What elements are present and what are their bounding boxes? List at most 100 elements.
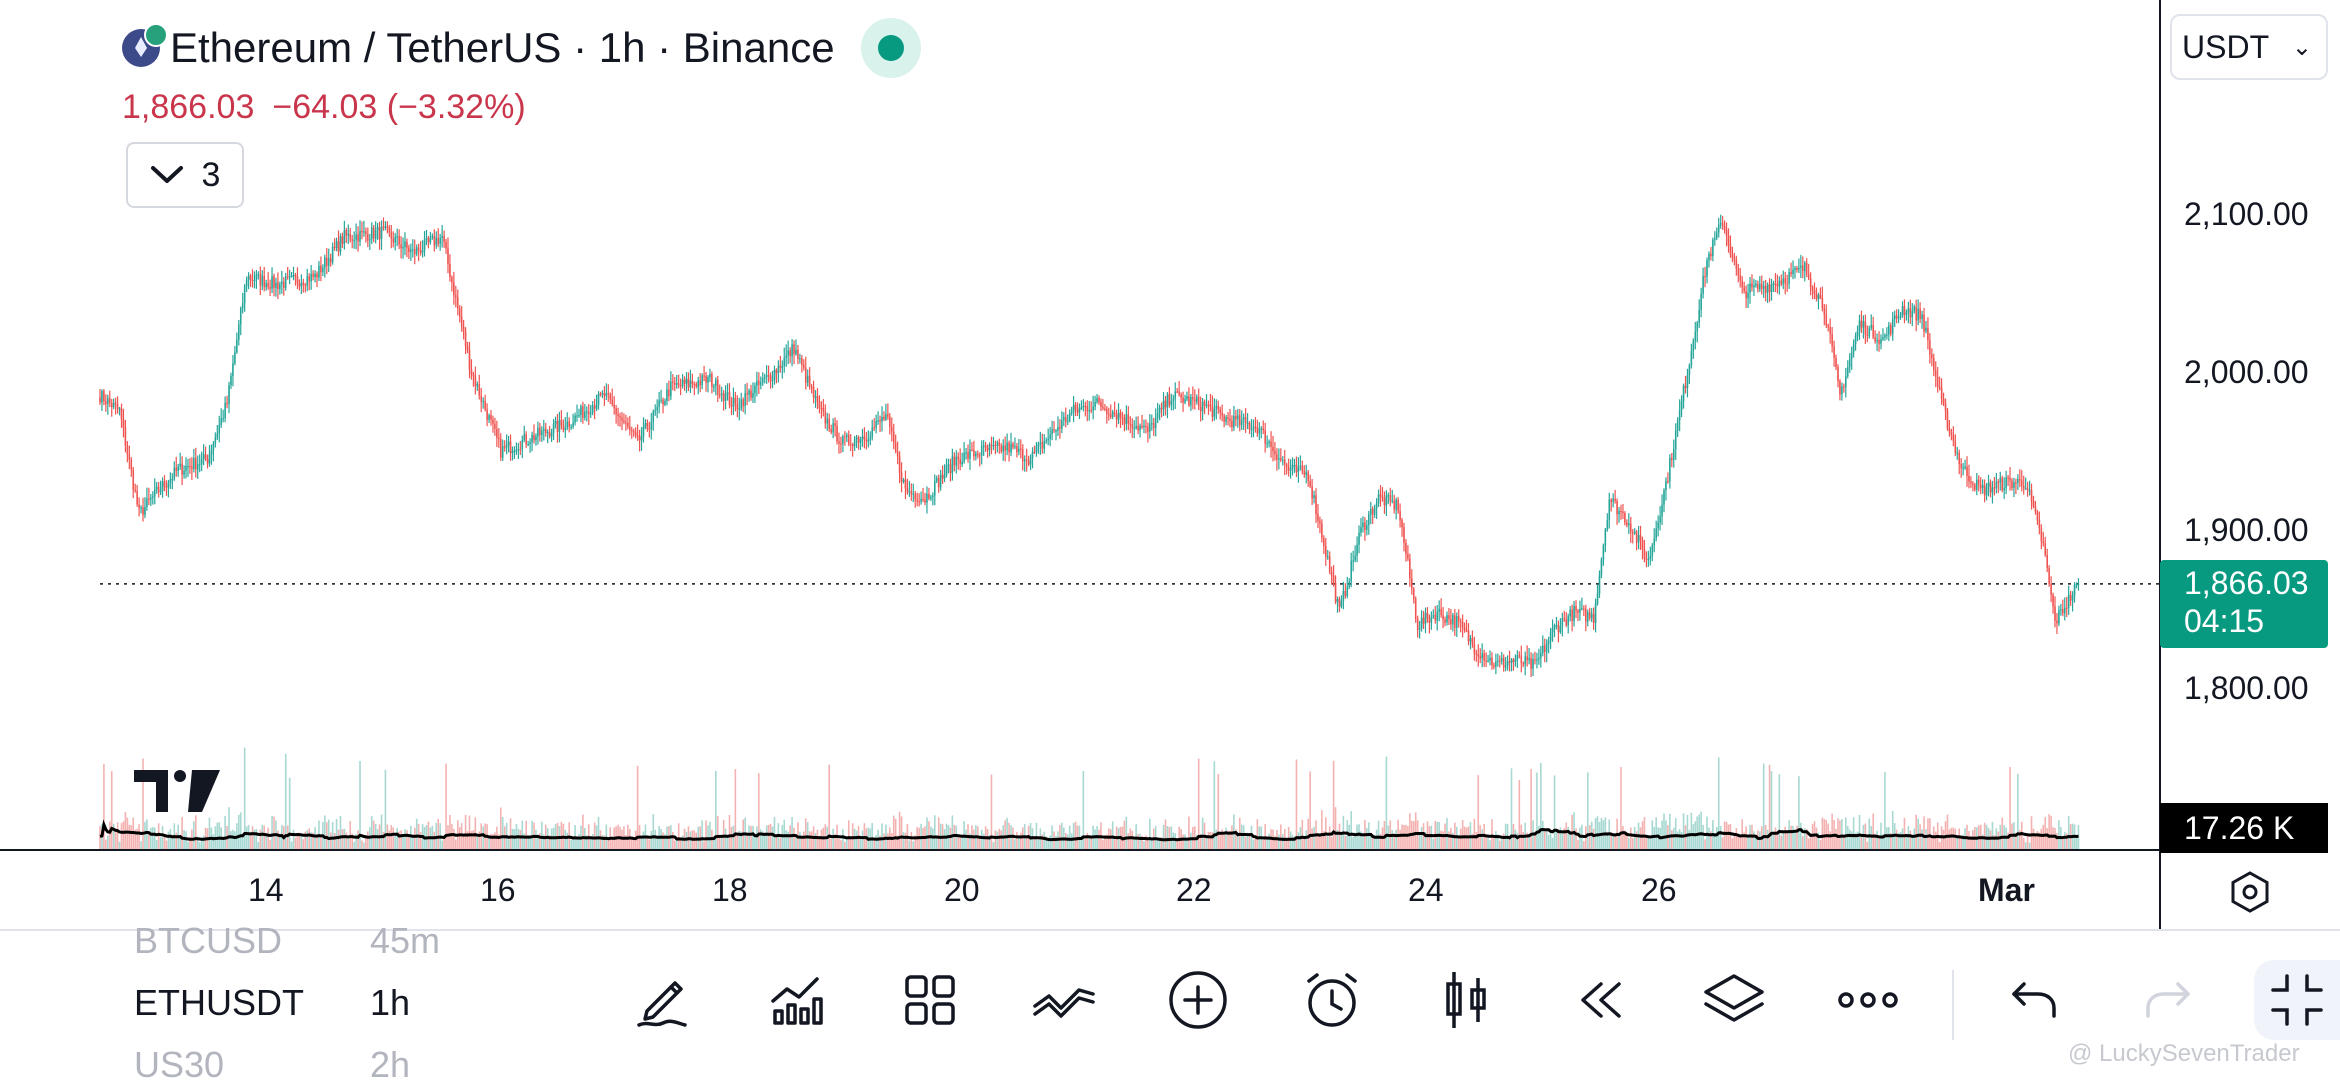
candle-body bbox=[1715, 232, 1718, 239]
volume-bar bbox=[267, 827, 269, 849]
candle-body bbox=[1264, 430, 1266, 444]
volume-bar bbox=[1526, 832, 1528, 849]
volume-bar bbox=[298, 832, 301, 849]
volume-bar bbox=[1606, 831, 1609, 849]
candle-body bbox=[716, 379, 719, 395]
volume-bar bbox=[392, 827, 395, 849]
candle-body bbox=[1893, 315, 1896, 320]
volume-bar bbox=[499, 807, 502, 849]
candle-body bbox=[1008, 442, 1010, 453]
volume-bar bbox=[1708, 827, 1710, 849]
candle-body bbox=[492, 419, 494, 424]
volume-bar bbox=[1735, 828, 1738, 849]
compare-button[interactable] bbox=[1024, 960, 1104, 1040]
candle-body bbox=[558, 420, 561, 432]
volume-bar bbox=[935, 836, 938, 849]
volume-bar bbox=[437, 818, 440, 849]
layers-button[interactable] bbox=[1694, 960, 1774, 1040]
volume-bar bbox=[357, 830, 359, 849]
candle-body bbox=[984, 445, 987, 448]
candle-body bbox=[1927, 327, 1929, 341]
volume-bar bbox=[292, 829, 295, 849]
candle-body bbox=[1729, 245, 1732, 255]
candle-body bbox=[1962, 467, 1964, 469]
candle-body bbox=[1913, 306, 1916, 312]
volume-bar bbox=[511, 828, 514, 849]
candle-body bbox=[1706, 260, 1708, 277]
replay-button[interactable] bbox=[1560, 960, 1640, 1040]
indicators-toggle-button[interactable]: 3 bbox=[126, 142, 244, 208]
indicators-button[interactable] bbox=[756, 960, 836, 1040]
add-button[interactable] bbox=[1158, 960, 1238, 1040]
candle-body bbox=[670, 381, 672, 397]
currency-select[interactable]: USDT ⌄ bbox=[2170, 14, 2328, 80]
volume-bar bbox=[2001, 817, 2004, 849]
candle-body bbox=[462, 326, 465, 332]
candle-body bbox=[1209, 404, 1212, 407]
candle-body bbox=[1454, 615, 1456, 628]
candle-body bbox=[2007, 477, 2009, 479]
more-button[interactable] bbox=[1828, 960, 1908, 1040]
volume-bar bbox=[1387, 825, 1390, 849]
templates-button[interactable] bbox=[890, 960, 970, 1040]
volume-bar bbox=[1929, 818, 1931, 849]
volume-bar bbox=[752, 825, 754, 849]
draw-button[interactable] bbox=[622, 960, 702, 1040]
candle-body bbox=[505, 445, 508, 448]
candle-body bbox=[554, 421, 557, 425]
volume-bar bbox=[1901, 828, 1904, 849]
candle-body bbox=[153, 489, 156, 497]
candle-body bbox=[406, 241, 408, 248]
volume-bar bbox=[1422, 823, 1425, 849]
volume-bar bbox=[1655, 817, 1657, 849]
candle-body bbox=[333, 246, 336, 249]
candle-body bbox=[169, 479, 172, 483]
redo-button[interactable] bbox=[2128, 960, 2208, 1040]
volume-bar bbox=[290, 841, 293, 849]
candle-body bbox=[1029, 457, 1032, 465]
watchlist-row[interactable]: BTCUSD 45m bbox=[134, 920, 440, 962]
volume-bar bbox=[196, 836, 199, 849]
candle-body bbox=[499, 438, 502, 458]
watermark: @ LuckySevenTrader bbox=[2068, 1040, 2300, 1067]
volume-bar bbox=[1762, 763, 1765, 849]
candle-body bbox=[1899, 315, 1902, 317]
volume-bar bbox=[107, 835, 109, 849]
volume-bar bbox=[1240, 824, 1243, 849]
candle-body bbox=[1917, 308, 1919, 321]
volume-bar bbox=[2052, 827, 2054, 849]
symbol-header[interactable]: Ethereum / TetherUS · 1h · Binance bbox=[122, 18, 921, 78]
candle-body bbox=[218, 424, 221, 434]
volume-bar bbox=[1280, 824, 1282, 849]
watchlist-row[interactable]: ETHUSDT 1h bbox=[134, 982, 410, 1024]
candle-body bbox=[951, 456, 954, 474]
candle-body bbox=[382, 226, 385, 228]
volume-bar bbox=[2056, 833, 2058, 849]
volume-bar bbox=[695, 832, 698, 849]
candle-body bbox=[885, 414, 887, 420]
watchlist-row[interactable]: US30 2h bbox=[134, 1044, 410, 1086]
volume-bar bbox=[988, 835, 991, 849]
candle-body bbox=[1829, 327, 1831, 335]
fullscreen-button[interactable] bbox=[2254, 960, 2340, 1040]
volume-bar bbox=[1043, 831, 1046, 849]
candle-body bbox=[1389, 495, 1392, 502]
volume-bar bbox=[1497, 834, 1499, 849]
symbol-title[interactable]: Ethereum / TetherUS · 1h · Binance bbox=[170, 24, 835, 71]
candle-body bbox=[1768, 284, 1771, 292]
volume-bar bbox=[1319, 836, 1321, 849]
undo-button[interactable] bbox=[1994, 960, 2074, 1040]
chart-type-button[interactable] bbox=[1426, 960, 1506, 1040]
candle-body bbox=[302, 282, 305, 285]
alert-button[interactable] bbox=[1292, 960, 1372, 1040]
candle-body bbox=[541, 430, 543, 436]
volume-bar bbox=[740, 831, 743, 849]
volume-bar bbox=[1903, 817, 1906, 849]
candle-body bbox=[279, 284, 281, 290]
candle-body bbox=[2050, 583, 2052, 595]
chart-settings-button[interactable] bbox=[2222, 864, 2278, 920]
volume-bar bbox=[652, 814, 655, 849]
candle-body bbox=[1643, 548, 1646, 559]
candle-body bbox=[163, 481, 166, 487]
